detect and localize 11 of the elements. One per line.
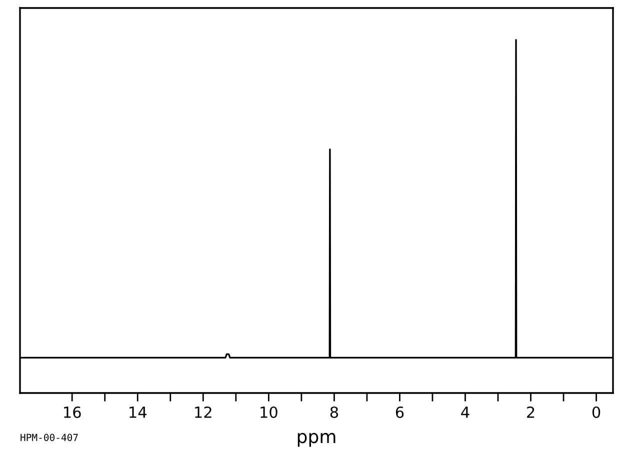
x-tick-label: 6: [396, 406, 404, 418]
x-tick-label: 4: [461, 406, 470, 418]
x-tick-label: 16: [64, 406, 81, 418]
x-tick-label: 14: [130, 406, 146, 418]
x-tick-label: 2: [527, 406, 534, 418]
text: HPM-00-407: [20, 434, 78, 442]
x-axis-title: ppm: [298, 432, 336, 447]
x-tick-label: 0: [592, 406, 600, 418]
x-tick-label: 10: [260, 406, 278, 418]
x-tick-label: 8: [330, 406, 338, 418]
x-tick-label: 12: [195, 406, 212, 418]
